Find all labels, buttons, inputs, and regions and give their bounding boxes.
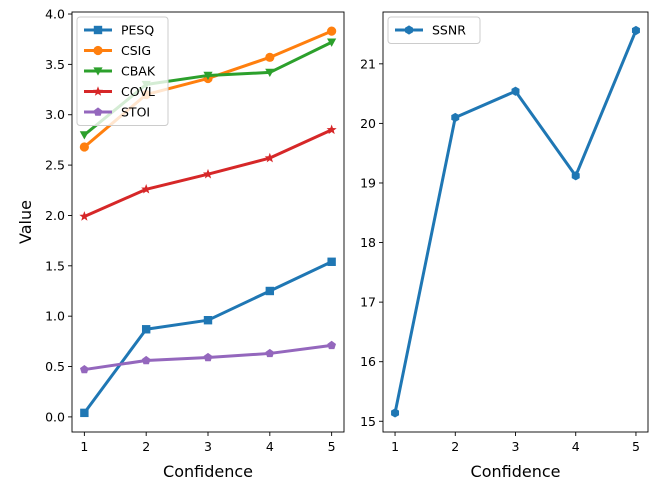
y-tick-label: 19 bbox=[360, 175, 376, 190]
data-point-csig bbox=[79, 142, 89, 152]
data-point-pesq bbox=[80, 408, 89, 418]
y-tick-label: 16 bbox=[360, 354, 376, 369]
legend: SSNR bbox=[387, 16, 481, 44]
series-pesq bbox=[80, 257, 336, 418]
x-tick-label: 2 bbox=[451, 439, 459, 454]
legend-box bbox=[387, 16, 481, 44]
data-point-cbak bbox=[265, 68, 275, 78]
legend-marker bbox=[93, 67, 103, 76]
data-point-ssnr bbox=[511, 86, 520, 96]
y-tick-label: 17 bbox=[360, 295, 376, 310]
legend-marker bbox=[92, 86, 104, 96]
legend-item-covl: COVL bbox=[84, 84, 155, 99]
data-point-stoi bbox=[141, 355, 151, 365]
y-tick-label: 0.5 bbox=[45, 359, 65, 374]
x-tick-label: 3 bbox=[512, 439, 520, 454]
y-tick-label: 3.5 bbox=[45, 57, 65, 72]
legend-marker bbox=[93, 45, 103, 56]
x-tick-label: 5 bbox=[632, 439, 640, 454]
legend-item-csig: CSIG bbox=[84, 43, 151, 58]
data-point-pesq bbox=[265, 286, 275, 296]
data-point-csig bbox=[265, 52, 275, 62]
series-ssnr bbox=[391, 25, 640, 418]
data-point-pesq bbox=[327, 257, 336, 266]
x-axis-label: Confidence bbox=[163, 462, 253, 481]
y-tick-label: 1.0 bbox=[45, 309, 65, 324]
data-point-ssnr bbox=[451, 112, 460, 123]
legend-item-stoi: STOI bbox=[84, 105, 150, 120]
data-point-covl bbox=[79, 211, 90, 221]
y-tick-label: 4.0 bbox=[45, 7, 65, 22]
data-point-cbak bbox=[79, 131, 89, 140]
data-point-stoi bbox=[79, 364, 89, 374]
legend-box bbox=[76, 16, 169, 126]
y-tick-label: 2.5 bbox=[45, 158, 65, 173]
legend-label: CBAK bbox=[121, 64, 156, 79]
data-point-cbak bbox=[203, 71, 213, 81]
y-tick-label: 2.0 bbox=[45, 208, 65, 223]
x-tick-label: 1 bbox=[391, 439, 399, 454]
y-tick-label: 0.0 bbox=[45, 409, 65, 424]
data-point-covl bbox=[264, 152, 275, 163]
legend-item-ssnr: SSNR bbox=[395, 23, 466, 38]
x-tick-label: 2 bbox=[142, 439, 150, 454]
data-point-cbak bbox=[327, 38, 337, 47]
data-point-covl bbox=[326, 124, 337, 135]
x-axis-label: Confidence bbox=[471, 462, 561, 481]
chart-left: 1 2 3 4 5 0.0 0.5 1.0 1.5 2.0 2.5 3.0 3.5 4.0 Confiden… bbox=[16, 7, 345, 481]
data-point-pesq bbox=[203, 316, 213, 325]
y-tick-label: 1.5 bbox=[45, 258, 65, 273]
legend: PESQ CSIG CBAK COVL STOI bbox=[76, 16, 169, 126]
data-point-pesq bbox=[141, 325, 151, 334]
data-point-covl bbox=[202, 168, 214, 179]
x-tick-label: 1 bbox=[80, 439, 88, 454]
data-point-ssnr bbox=[631, 25, 640, 36]
y-axis-label: Value bbox=[16, 200, 35, 244]
data-point-stoi bbox=[265, 348, 275, 358]
legend-marker bbox=[405, 25, 413, 35]
legend-item-cbak: CBAK bbox=[84, 64, 156, 79]
y-tick-label: 18 bbox=[360, 235, 376, 250]
y-tick-label: 20 bbox=[360, 116, 376, 131]
series-covl bbox=[79, 124, 337, 221]
legend-marker bbox=[93, 25, 103, 35]
axes-frame bbox=[382, 11, 649, 433]
legend-label: CSIG bbox=[121, 43, 151, 58]
data-point-stoi bbox=[327, 340, 337, 350]
data-point-csig bbox=[327, 26, 337, 36]
y-tick-label: 15 bbox=[360, 414, 376, 429]
x-tick-label: 4 bbox=[572, 439, 580, 454]
y-tick-label: 21 bbox=[360, 56, 376, 71]
x-tick-label: 4 bbox=[266, 439, 274, 454]
legend-marker bbox=[93, 107, 103, 116]
series-stoi bbox=[79, 340, 337, 374]
legend-label: COVL bbox=[121, 84, 155, 99]
legend-label: PESQ bbox=[121, 23, 154, 38]
data-point-stoi bbox=[203, 352, 213, 362]
legend-item-pesq: PESQ bbox=[84, 23, 154, 38]
legend-label: STOI bbox=[121, 105, 150, 120]
x-tick-label: 5 bbox=[328, 439, 336, 454]
data-point-covl bbox=[141, 183, 152, 194]
legend-label: SSNR bbox=[432, 23, 466, 38]
chart-right: 1 2 3 4 5 15 16 17 18 19 20 21 Confidence SSNR bbox=[360, 11, 649, 481]
data-point-ssnr bbox=[571, 171, 580, 181]
x-tick-label: 3 bbox=[204, 439, 212, 454]
data-point-ssnr bbox=[391, 408, 400, 418]
series-line-pesq bbox=[83, 260, 333, 414]
y-tick-label: 3.0 bbox=[45, 107, 65, 122]
